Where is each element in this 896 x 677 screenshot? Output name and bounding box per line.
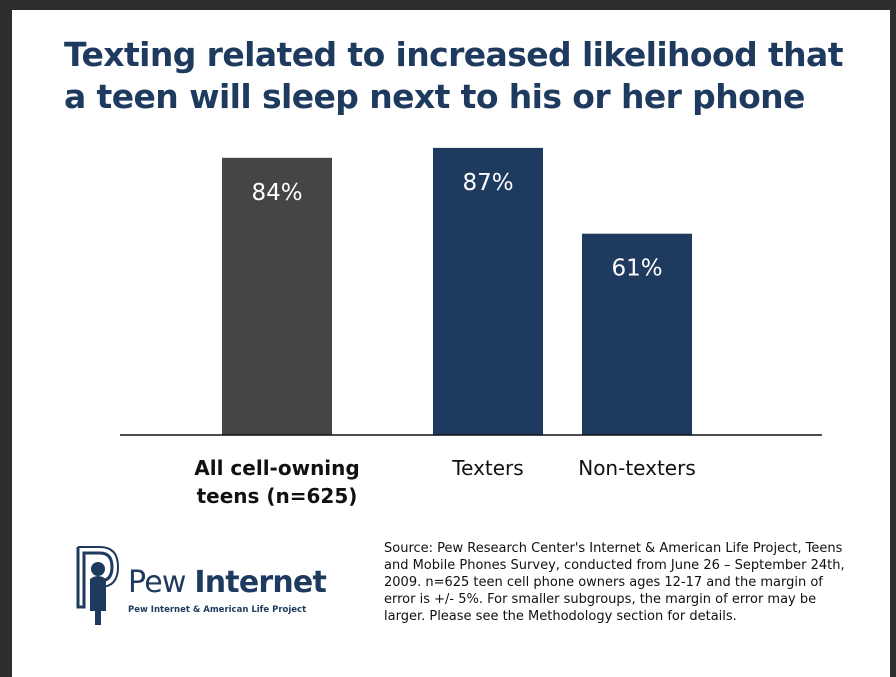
value-label-2: 61% [611, 256, 662, 282]
logo-wordmark: Pew Internet [128, 565, 327, 600]
bar-chart: 84% All cell-owning teens (n=625) 87% Texter… [120, 147, 822, 508]
category-label-1-line-0: Texters [451, 456, 523, 480]
category-label-0-line-0: All cell-owning [194, 456, 359, 480]
bar-2 [582, 233, 692, 435]
category-label-2-line-0: Non-texters [578, 456, 696, 480]
category-label-0-line-1: teens (n=625) [197, 484, 358, 508]
bar-1 [433, 147, 543, 435]
pew-logo-icon [76, 546, 120, 625]
logo-word-light: Pew [128, 565, 195, 600]
source-note: Source: Pew Research Center's Internet &… [384, 541, 845, 624]
value-label-1: 87% [462, 170, 513, 196]
bar-0 [222, 157, 332, 436]
pew-internet-logo: Pew Internet Pew Internet & American Lif… [74, 545, 374, 635]
logo-subtitle: Pew Internet & American Life Project [128, 605, 307, 615]
chart-card: Texting related to increased likelihood … [12, 10, 890, 677]
logo-word-bold: Internet [194, 565, 327, 600]
chart-title: Texting related to increased likelihood … [64, 35, 844, 116]
value-label-0: 84% [251, 180, 302, 206]
